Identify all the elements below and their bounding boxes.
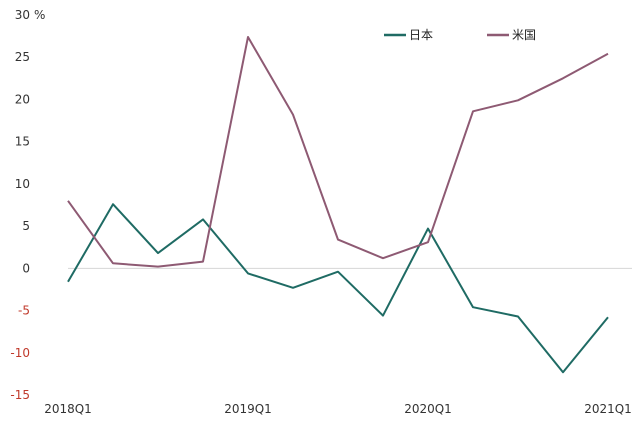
- y-tick-label: 30: [15, 8, 30, 22]
- y-tick-label: 10: [15, 177, 30, 191]
- y-tick-label: 25: [15, 50, 30, 64]
- x-tick-label: 2020Q1: [404, 402, 452, 416]
- x-tick-label: 2021Q1: [584, 402, 632, 416]
- y-tick-label: -15: [10, 388, 30, 402]
- legend-label: 米国: [512, 28, 536, 42]
- y-tick-label: 0: [22, 261, 30, 275]
- series-lines: [67, 36, 609, 374]
- y-tick-label: -10: [10, 346, 30, 360]
- series-line-0: [67, 203, 609, 374]
- y-tick-label: -5: [18, 304, 30, 318]
- legend: 日本 米国: [384, 28, 536, 42]
- x-tick-label: 2018Q1: [44, 402, 92, 416]
- legend-label: 日本: [409, 28, 433, 42]
- x-axis: 2018Q1 2019Q1 2020Q1 2021Q1: [44, 402, 632, 416]
- y-axis: 30 25 20 15 10 5 0 -5 -10 -15: [10, 8, 30, 402]
- y-unit-label: %: [34, 8, 45, 22]
- x-tick-label: 2019Q1: [224, 402, 272, 416]
- y-tick-label: 5: [22, 219, 30, 233]
- y-tick-label: 15: [15, 135, 30, 149]
- series-line-1: [67, 36, 609, 268]
- y-tick-label: 20: [15, 92, 30, 106]
